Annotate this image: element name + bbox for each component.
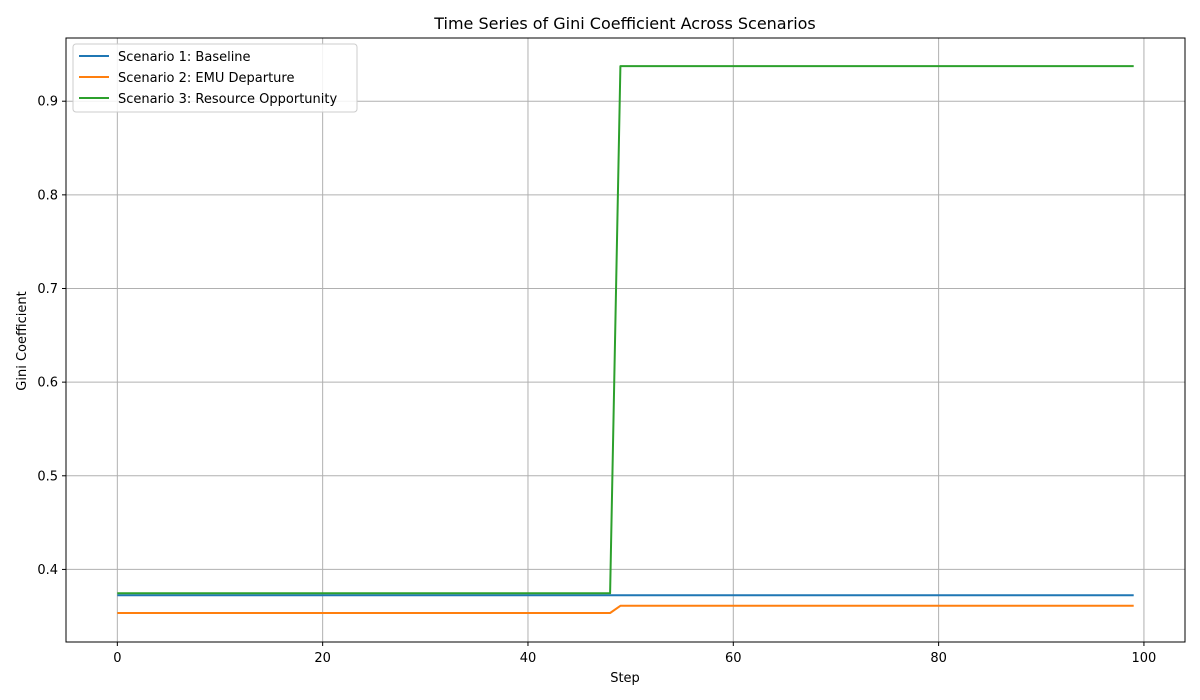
y-ticks: 0.4 0.5 0.6 0.7 0.8 0.9 bbox=[37, 95, 66, 578]
series-layer bbox=[117, 65, 1134, 614]
x-tick-label: 80 bbox=[930, 651, 947, 666]
chart-title: Time Series of Gini Coefficient Across S… bbox=[433, 14, 816, 33]
x-tick-label: 40 bbox=[520, 651, 537, 666]
y-tick-label: 0.5 bbox=[37, 469, 58, 484]
legend-box bbox=[72, 43, 358, 113]
plot-frame bbox=[65, 37, 1186, 643]
y-tick-label: 0.9 bbox=[37, 95, 58, 110]
x-tick-label: 20 bbox=[314, 651, 331, 666]
legend-label-2: Scenario 2: EMU Departure bbox=[118, 71, 294, 86]
x-axis-label: Step bbox=[610, 671, 640, 686]
y-tick-label: 0.7 bbox=[37, 282, 58, 297]
legend-label-3: Scenario 3: Resource Opportunity bbox=[118, 92, 337, 107]
legend-label-1: Scenario 1: Baseline bbox=[118, 50, 251, 65]
series-line-2 bbox=[117, 604, 1134, 614]
x-tick-label: 100 bbox=[1132, 651, 1157, 666]
x-ticks: 0 20 40 60 80 100 bbox=[113, 642, 1156, 666]
series-line-3 bbox=[117, 65, 1134, 595]
y-tick-label: 0.4 bbox=[37, 563, 58, 578]
grid bbox=[66, 38, 1185, 642]
legend: Scenario 1: Baseline Scenario 2: EMU Depa… bbox=[72, 43, 358, 113]
y-tick-label: 0.6 bbox=[37, 376, 58, 391]
y-tick-label: 0.8 bbox=[37, 188, 58, 203]
x-tick-label: 0 bbox=[113, 651, 121, 666]
y-axis-label: Gini Coefficient bbox=[15, 291, 30, 390]
x-tick-label: 60 bbox=[725, 651, 742, 666]
